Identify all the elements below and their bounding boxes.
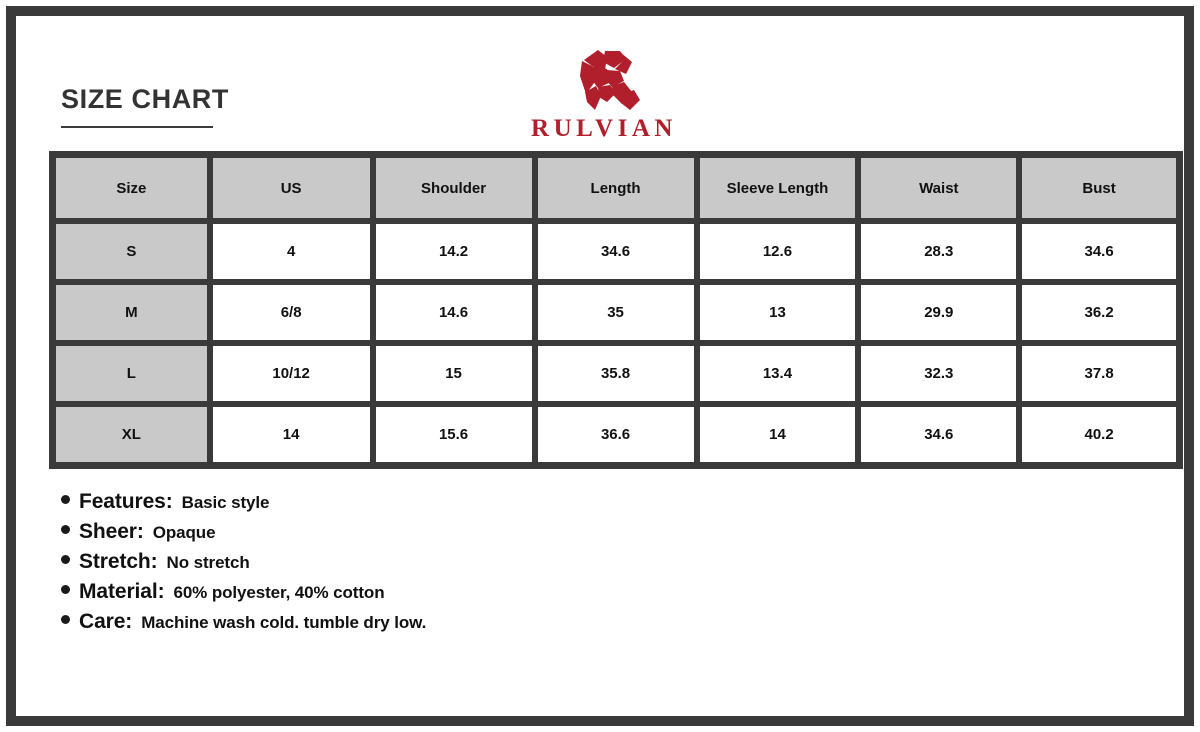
bullet-icon [61,585,70,594]
spec-label-care: Care: [79,610,133,633]
brand-logo: RULVIAN [8,50,1200,141]
brand-wordmark: RULVIAN [531,115,677,142]
table-row: L 10/12 15 35.8 13.4 32.3 37.8 [53,343,1179,404]
page-header: SIZE CHART [32,32,1200,144]
cell-us: 10/12 [209,343,373,404]
cell-size: XL [53,404,210,465]
column-header-waist: Waist [858,155,1020,221]
bullet-icon [61,525,70,534]
spec-label-features: Features: [79,490,173,513]
spec-label-stretch: Stretch: [79,550,158,573]
table-header: Size US Shoulder Length Sleeve Length Wa… [53,155,1179,221]
cell-sleeve-length: 14 [696,404,859,465]
cell-shoulder: 15 [372,343,535,404]
column-header-bust: Bust [1019,155,1179,221]
spec-value-care: Machine wash cold. tumble dry low. [141,613,427,632]
cell-length: 34.6 [534,221,697,282]
table-body: S 4 14.2 34.6 12.6 28.3 34.6 M 6/8 14.6 … [53,221,1179,465]
list-item: Features: Basic style [61,490,1061,520]
bullet-icon [61,495,70,504]
cell-length: 35.8 [534,343,697,404]
list-item: Sheer: Opaque [61,520,1061,550]
cell-sleeve-length: 12.6 [696,221,859,282]
cell-waist: 34.6 [858,404,1020,465]
spec-value-features: Basic style [181,493,270,512]
spec-value-material: 60% polyester, 40% cotton [173,583,385,602]
spec-label-sheer: Sheer: [79,520,144,543]
cell-waist: 28.3 [858,221,1020,282]
cell-us: 6/8 [209,282,373,343]
column-header-us: US [209,155,373,221]
page-border-frame: SIZE CHART [6,6,1194,726]
cell-shoulder: 15.6 [372,404,535,465]
column-header-size: Size [53,155,210,221]
cell-bust: 37.8 [1019,343,1179,404]
cell-us: 14 [209,404,373,465]
page-title: SIZE CHART [61,84,229,114]
size-chart-table: Size US Shoulder Length Sleeve Length Wa… [49,151,1183,469]
table-row: XL 14 15.6 36.6 14 34.6 40.2 [53,404,1179,465]
column-header-shoulder: Shoulder [372,155,535,221]
bullet-icon [61,555,70,564]
cell-length: 36.6 [534,404,697,465]
cell-shoulder: 14.6 [372,282,535,343]
spec-label-material: Material: [79,580,165,603]
bullet-icon [61,615,70,624]
cell-shoulder: 14.2 [372,221,535,282]
cell-length: 35 [534,282,697,343]
cell-size: L [53,343,210,404]
cell-size: M [53,282,210,343]
cell-waist: 32.3 [858,343,1020,404]
list-item: Stretch: No stretch [61,550,1061,580]
product-specs-list: Features: Basic style Sheer: Opaque Stre… [61,490,1061,640]
cell-waist: 29.9 [858,282,1020,343]
table-row: M 6/8 14.6 35 13 29.9 36.2 [53,282,1179,343]
spec-value-stretch: No stretch [166,553,250,572]
cell-bust: 34.6 [1019,221,1179,282]
angular-r-logo-icon [580,50,640,110]
table-header-row: Size US Shoulder Length Sleeve Length Wa… [53,155,1179,221]
page-content: SIZE CHART [32,32,1200,732]
cell-size: S [53,221,210,282]
title-underline-rule [61,126,213,128]
table-row: S 4 14.2 34.6 12.6 28.3 34.6 [53,221,1179,282]
column-header-length: Length [534,155,697,221]
cell-bust: 40.2 [1019,404,1179,465]
spec-value-sheer: Opaque [152,523,216,542]
column-header-sleeve-length: Sleeve Length [696,155,859,221]
list-item: Material: 60% polyester, 40% cotton [61,580,1061,610]
cell-bust: 36.2 [1019,282,1179,343]
cell-sleeve-length: 13.4 [696,343,859,404]
list-item: Care: Machine wash cold. tumble dry low. [61,610,1061,640]
cell-us: 4 [209,221,373,282]
cell-sleeve-length: 13 [696,282,859,343]
title-block: SIZE CHART [61,86,229,128]
